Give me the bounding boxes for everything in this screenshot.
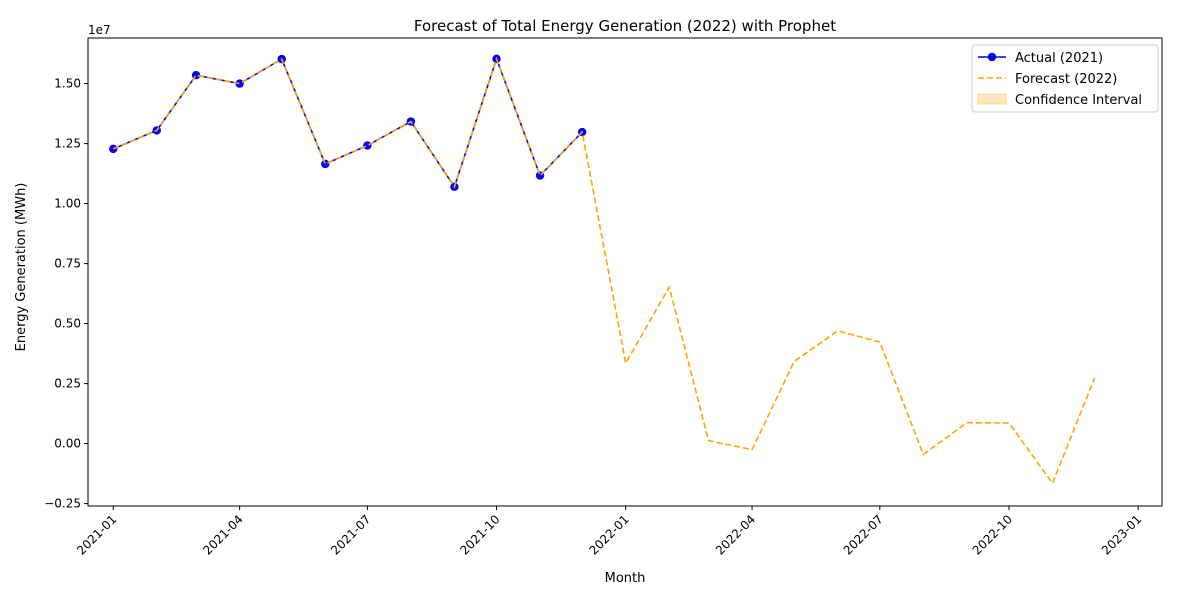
y-axis-label: Energy Generation (MWh) bbox=[14, 183, 29, 352]
y-tick-label: 0.75 bbox=[54, 257, 81, 271]
legend-actual-label: Actual (2021) bbox=[1015, 51, 1103, 66]
y-tick-label: 1.25 bbox=[54, 137, 81, 151]
y-tick-label: −0.25 bbox=[44, 497, 81, 511]
chart-title: Forecast of Total Energy Generation (202… bbox=[414, 17, 836, 35]
actual-point bbox=[321, 159, 330, 169]
plot-frame bbox=[87, 37, 1163, 507]
legend-confidence-swatch bbox=[977, 93, 1007, 105]
y-tick-label: 0.50 bbox=[54, 317, 81, 331]
forecast-series-line bbox=[112, 56, 1096, 485]
y-tick-label: 1.50 bbox=[54, 77, 81, 91]
legend: Actual (2021) Forecast (2022) Confidence I… bbox=[971, 44, 1159, 113]
legend-actual-marker bbox=[987, 52, 997, 62]
y-tick-label: 1.00 bbox=[54, 197, 81, 211]
legend-forecast-label: Forecast (2022) bbox=[1015, 72, 1117, 87]
y-axis-ticks: −0.25 0.00 0.25 0.50 0.75 1.00 1.25 1.50 bbox=[44, 77, 88, 511]
actual-point bbox=[363, 141, 372, 150]
plot-area bbox=[87, 37, 1163, 507]
legend-box bbox=[971, 44, 1159, 113]
y-axis-offset-label: 1e7 bbox=[88, 23, 111, 37]
x-axis-label: Month bbox=[605, 571, 646, 586]
y-tick-label: 0.00 bbox=[54, 437, 81, 451]
y-tick-label: 0.25 bbox=[54, 377, 81, 391]
legend-confidence-label: Confidence Interval bbox=[1015, 93, 1142, 108]
